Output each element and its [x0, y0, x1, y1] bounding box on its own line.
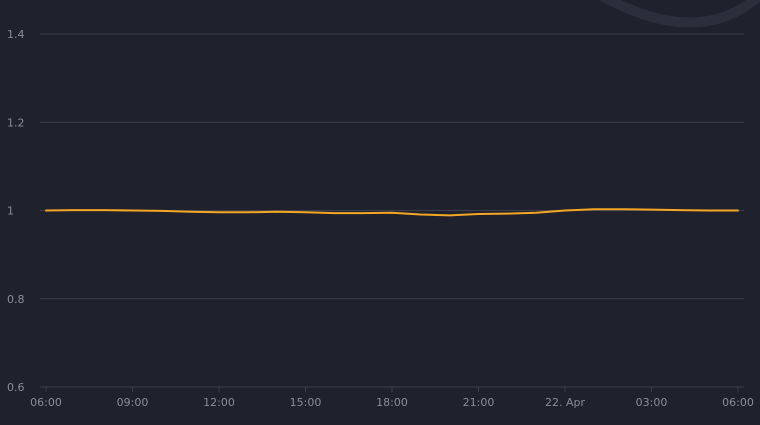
y-tick-label: 1.2	[7, 116, 25, 129]
x-tick-label: 12:00	[203, 396, 235, 409]
decorative-arc	[598, 0, 760, 28]
x-tick-label: 22. Apr	[545, 396, 585, 409]
x-tick-label: 09:00	[117, 396, 149, 409]
x-axis	[40, 386, 744, 392]
series	[45, 208, 739, 217]
y-tick-label: 1.4	[7, 28, 25, 41]
x-tick-label: 15:00	[290, 396, 322, 409]
y-tick-label: 0.8	[7, 293, 25, 306]
series-line	[45, 208, 739, 217]
x-tick-label: 21:00	[463, 396, 495, 409]
x-tick-label: 06:00	[722, 396, 754, 409]
x-tick-label: 03:00	[636, 396, 668, 409]
y-axis-labels: 0.6 0.8 1 1.2 1.4	[7, 28, 25, 394]
x-tick-label: 18:00	[376, 396, 408, 409]
x-axis-labels: 06:00 09:00 12:00 15:00 18:00 21:00 22. Apr 03:…	[30, 396, 754, 409]
y-tick-label: 0.6	[7, 381, 25, 394]
grid	[40, 33, 744, 300]
x-tick-label: 06:00	[30, 396, 62, 409]
y-tick-label: 1	[7, 205, 14, 218]
